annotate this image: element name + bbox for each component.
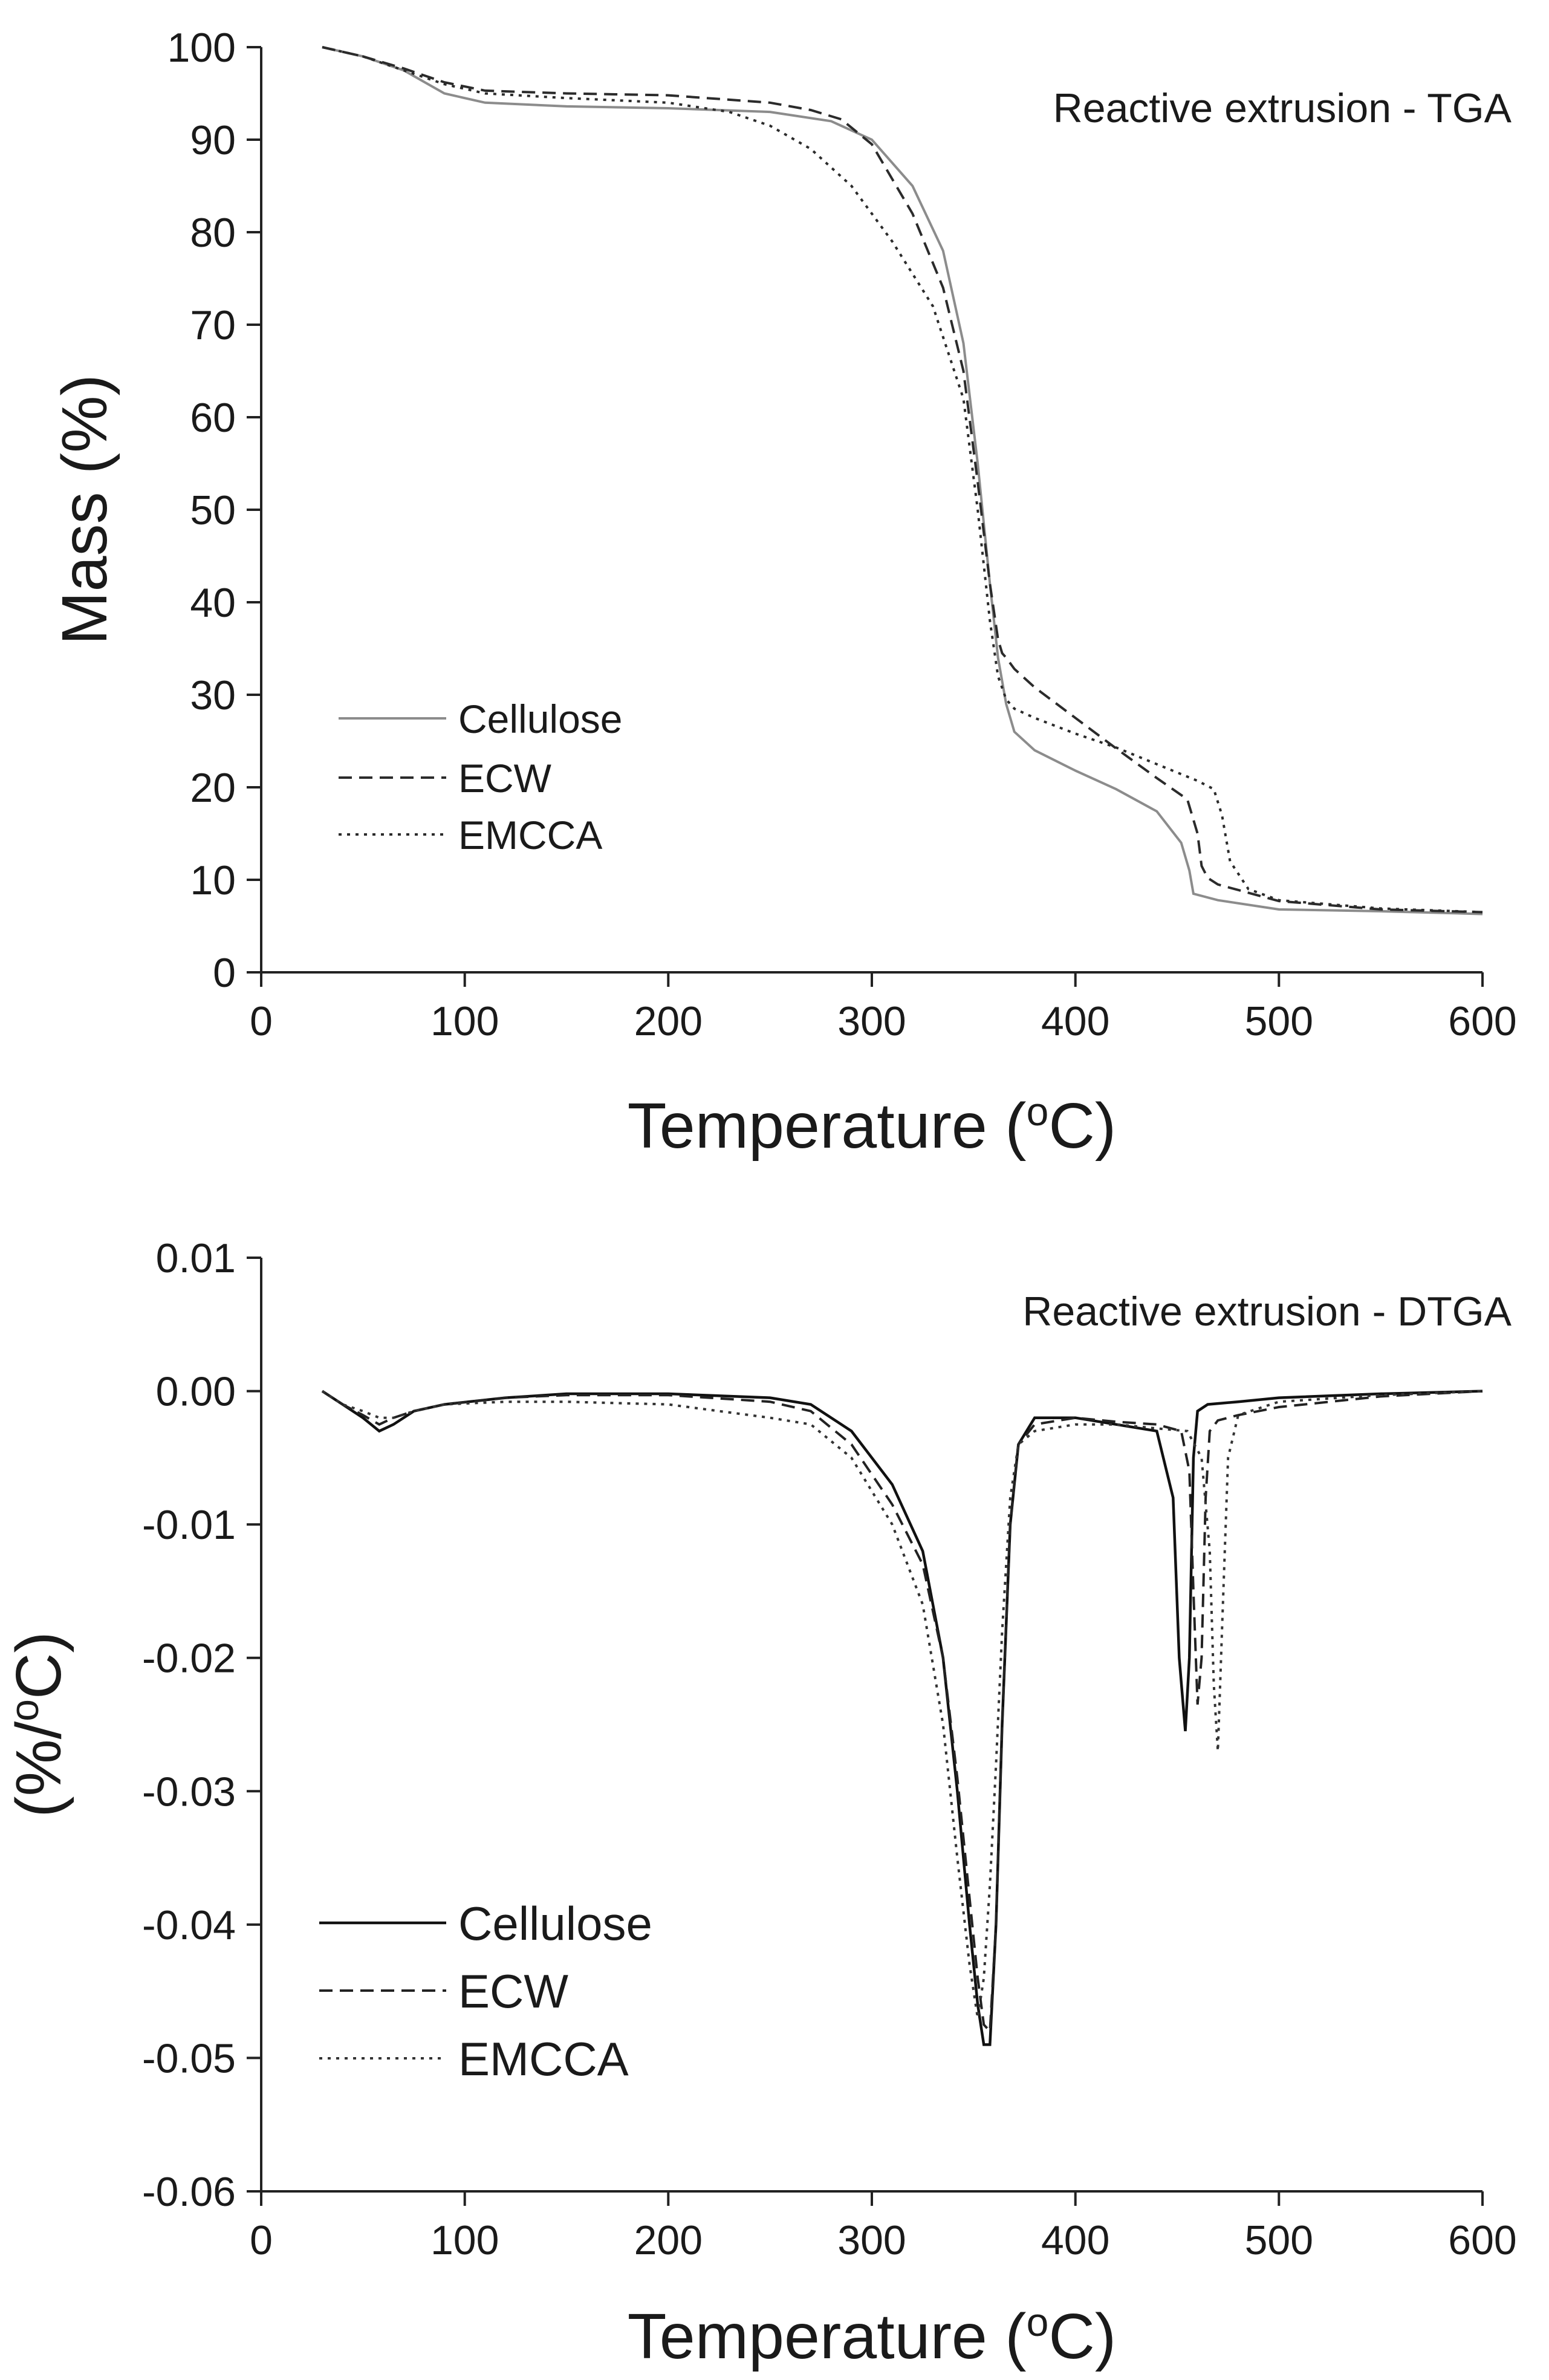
dtga-x-tick-label: 0 — [250, 2217, 273, 2263]
tga-y-tick-label: 40 — [190, 580, 236, 626]
dtga-x-ticks — [260, 2191, 1484, 2206]
dtga-x-tick-label: 600 — [1448, 2217, 1516, 2263]
tga-x-tick-label: 600 — [1448, 998, 1516, 1044]
dtga-y-tick-label: -0.05 — [142, 2035, 236, 2081]
tga-x-tick-label: 400 — [1041, 998, 1109, 1044]
tga-x-ticks — [260, 972, 1484, 987]
dtga-y-tick-label: -0.04 — [142, 1902, 236, 1948]
tga-legend-label-cellulose: Cellulose — [458, 697, 622, 741]
dtga-legend-label-emcca: EMCCA — [458, 2032, 629, 2086]
tga-y-tick-label: 10 — [190, 857, 236, 903]
dtga-x-tick-labels: 0 100 200 300 400 500 600 — [250, 2217, 1517, 2263]
tga-y-tick-label: 20 — [190, 765, 236, 811]
tga-legend: Cellulose ECW EMCCA — [339, 697, 622, 857]
tga-x-axis-title: Temperature (oC) — [628, 1089, 1116, 1162]
dtga-x-axis-title: Temperature (oC) — [628, 2300, 1116, 2372]
dtga-legend: Cellulose ECW EMCCA — [319, 1897, 652, 2086]
dtga-series-line-ecw — [321, 1390, 1483, 2035]
tga-y-ticks — [247, 46, 261, 974]
tga-series-line-ecw — [322, 46, 1483, 914]
tga-series-line-emcca — [322, 46, 1483, 914]
tga-series-group — [322, 46, 1483, 915]
tga-y-tick-labels: 0 10 20 30 40 50 60 70 80 90 100 — [167, 25, 236, 996]
dtga-y-tick-label: -0.06 — [142, 2169, 236, 2215]
dtga-series-group — [321, 1390, 1483, 2046]
dtga-y-tick-label: -0.01 — [142, 1502, 236, 1548]
tga-chart: 0 100 200 300 400 500 600 0 10 20 30 40 … — [49, 25, 1517, 1162]
tga-y-tick-label: 0 — [213, 950, 236, 996]
tga-y-tick-label: 100 — [167, 25, 236, 71]
tga-y-tick-label: 80 — [190, 210, 236, 256]
dtga-y-ticks — [247, 1257, 261, 2193]
tga-legend-label-emcca: EMCCA — [458, 813, 602, 857]
tga-x-tick-label: 500 — [1245, 998, 1313, 1044]
dtga-x-tick-label: 200 — [634, 2217, 703, 2263]
tga-y-tick-label: 30 — [190, 672, 236, 718]
dtga-x-tick-label: 300 — [837, 2217, 906, 2263]
tga-series-line-cellulose — [322, 46, 1483, 915]
tga-y-axis-title: Mass (%) — [49, 374, 120, 645]
tga-x-tick-label: 300 — [837, 998, 906, 1044]
dtga-plot-title: Reactive extrusion - DTGA — [1022, 1289, 1512, 1335]
tga-y-tick-label: 70 — [190, 302, 236, 348]
dtga-legend-label-ecw: ECW — [458, 1965, 568, 2018]
tga-plot-title: Reactive extrusion - TGA — [1053, 85, 1512, 131]
tga-y-tick-label: 90 — [190, 117, 236, 163]
tga-x-tick-label: 200 — [634, 998, 703, 1044]
tga-y-tick-label: 60 — [190, 395, 236, 441]
dtga-legend-label-cellulose: Cellulose — [458, 1897, 652, 1950]
dtga-x-tick-label: 500 — [1245, 2217, 1313, 2263]
dtga-x-tick-label: 100 — [430, 2217, 499, 2263]
dtga-y-tick-label: 0.00 — [156, 1369, 236, 1415]
dtga-series-line-emcca — [321, 1390, 1483, 2018]
tga-y-tick-label: 50 — [190, 487, 236, 533]
dtga-chart: 0 100 200 300 400 500 600 0.01 0.00 -0.0… — [2, 1235, 1517, 2372]
tga-x-tick-label: 100 — [430, 998, 499, 1044]
dtga-y-tick-label: 0.01 — [156, 1235, 236, 1281]
tga-x-tick-label: 0 — [250, 998, 273, 1044]
dtga-y-tick-labels: 0.01 0.00 -0.01 -0.02 -0.03 -0.04 -0.05 … — [142, 1235, 236, 2215]
dtga-y-axis-title: (%/oC) — [2, 1631, 74, 1818]
dtga-x-tick-label: 400 — [1041, 2217, 1109, 2263]
tga-x-tick-labels: 0 100 200 300 400 500 600 — [250, 998, 1517, 1044]
tga-legend-label-ecw: ECW — [458, 756, 552, 801]
dtga-y-tick-label: -0.03 — [142, 1769, 236, 1815]
dtga-y-tick-label: -0.02 — [142, 1636, 236, 1682]
